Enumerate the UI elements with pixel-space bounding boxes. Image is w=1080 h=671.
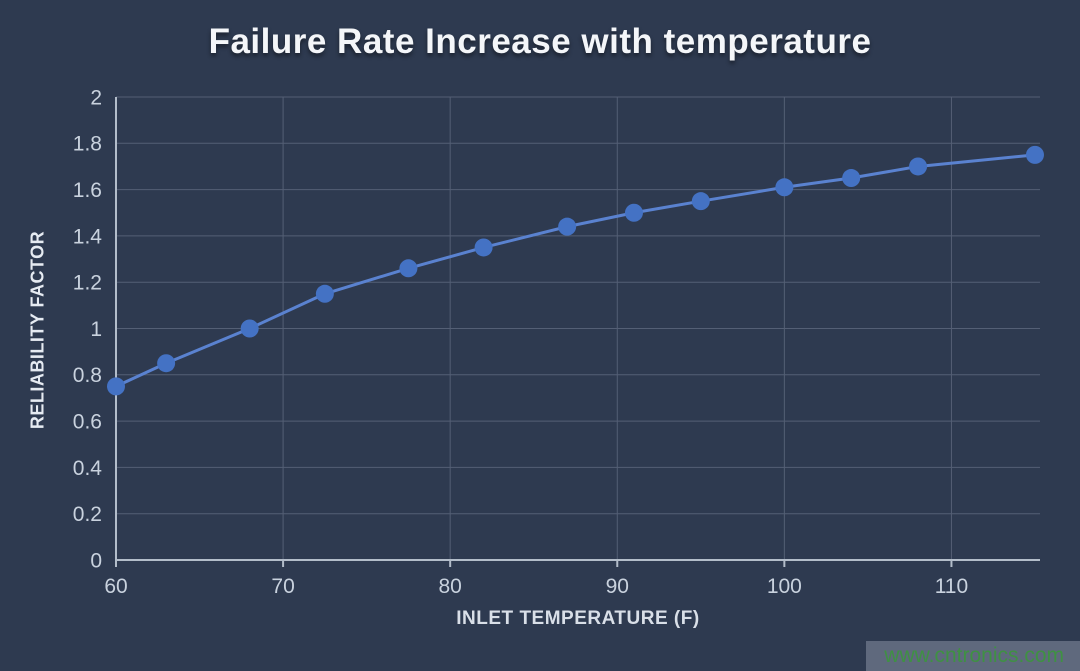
x-tick-label: 60 (104, 575, 127, 598)
data-point (107, 377, 125, 396)
x-tick-label: 90 (606, 575, 629, 598)
x-tick-label: 110 (935, 575, 968, 598)
y-tick-label: 1 (90, 318, 102, 341)
data-point (157, 354, 176, 373)
y-tick-label: 1.2 (73, 272, 102, 295)
y-tick-label: 2 (90, 86, 102, 109)
data-point (240, 319, 259, 338)
y-tick-label: 1.4 (73, 225, 103, 248)
y-tick-label: 0.4 (73, 457, 103, 480)
y-tick-label: 1.6 (73, 179, 102, 202)
data-point (558, 217, 577, 236)
y-tick-label: 0 (90, 549, 102, 572)
data-point (624, 203, 643, 222)
data-point (315, 284, 334, 303)
data-point (399, 259, 418, 278)
y-tick-label: 1.8 (73, 133, 102, 156)
data-point (1025, 145, 1044, 164)
x-tick-label: 100 (767, 575, 802, 598)
y-tick-label: 0.6 (73, 410, 102, 433)
data-point (909, 157, 928, 176)
data-point (474, 238, 493, 257)
x-tick-label: 80 (438, 575, 461, 598)
y-tick-label: 0.8 (73, 364, 102, 387)
data-point (842, 169, 861, 188)
data-point (691, 192, 710, 211)
watermark: www.cntronics.com (866, 641, 1080, 671)
chart-title: Failure Rate Increase with temperature (208, 22, 872, 61)
x-tick-label: 70 (271, 575, 294, 598)
data-point (775, 178, 794, 197)
x-axis-title: INLET TEMPERATURE (F) (456, 608, 700, 629)
y-tick-label: 0.2 (73, 503, 102, 526)
